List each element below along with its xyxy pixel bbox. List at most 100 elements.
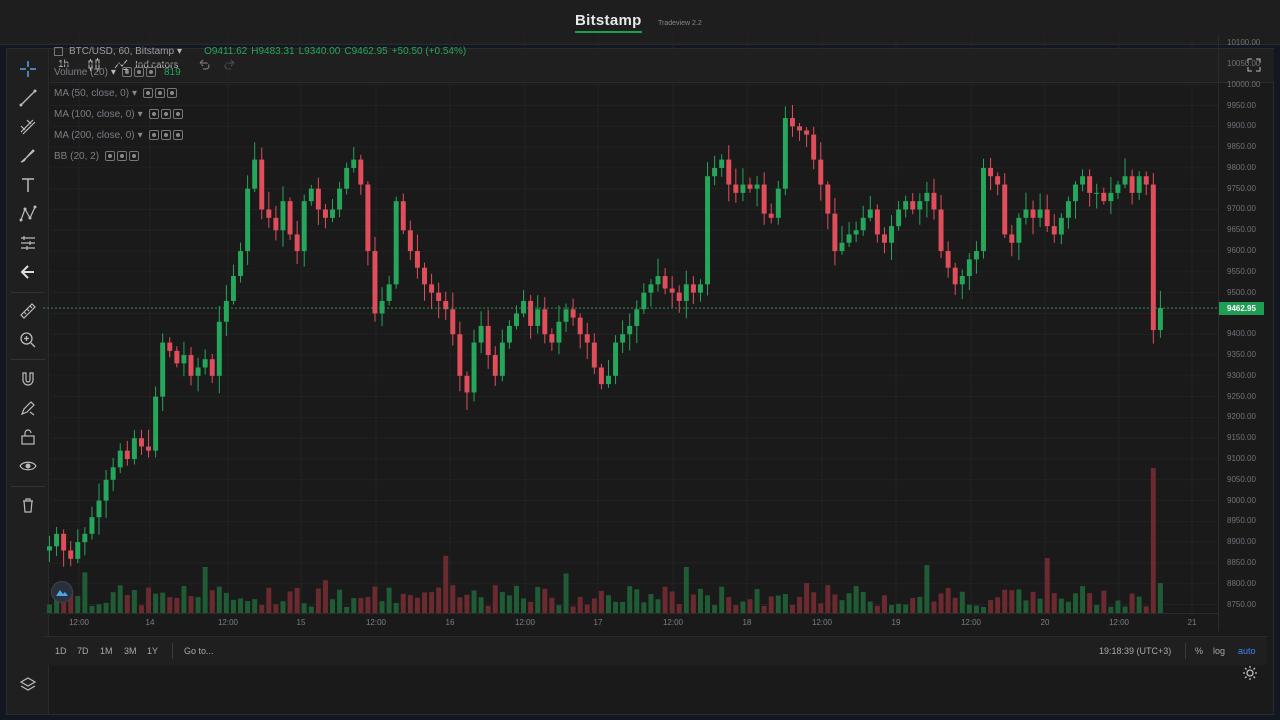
settings-icon[interactable]: [105, 151, 116, 161]
candle-body: [330, 209, 335, 218]
volume-bar: [528, 601, 534, 613]
close-icon[interactable]: [172, 130, 183, 140]
volume-bar: [690, 594, 696, 613]
range-7d-button[interactable]: 7D: [77, 646, 89, 656]
layers-icon[interactable]: [16, 673, 40, 697]
candle-body: [1087, 176, 1093, 193]
fullscreen-icon[interactable]: [1246, 57, 1262, 73]
visibility-icon[interactable]: [133, 67, 144, 77]
price-tick: 9100.00: [1227, 453, 1256, 463]
legend-ma50-row[interactable]: MA (50, close, 0) ▾: [54, 86, 178, 100]
candle-body: [981, 167, 986, 252]
range-1d-button[interactable]: 1D: [55, 646, 67, 656]
brush-icon[interactable]: [16, 144, 40, 168]
candle-body: [1016, 217, 1022, 243]
legend-ma100-row[interactable]: MA (100, close, 0) ▾: [54, 107, 183, 121]
chevron-down-icon[interactable]: ▾: [137, 108, 143, 120]
pattern-icon[interactable]: [16, 202, 40, 226]
chevron-down-icon[interactable]: ▾: [110, 66, 116, 78]
volume-bar: [245, 601, 251, 613]
visibility-icon[interactable]: [117, 151, 128, 161]
candle-body: [131, 438, 137, 459]
zoom-in-icon[interactable]: [16, 328, 40, 352]
gear-icon[interactable]: [1241, 664, 1259, 682]
candle-body: [648, 284, 654, 293]
price-chart[interactable]: [43, 34, 1218, 613]
volume-bar: [839, 600, 845, 613]
candle-body: [627, 325, 633, 335]
interval-button[interactable]: 1h: [58, 59, 70, 70]
candle-body: [966, 259, 972, 277]
percent-toggle[interactable]: %: [1195, 646, 1204, 656]
candle-body: [202, 359, 208, 368]
close-icon[interactable]: [129, 151, 140, 161]
candle-body: [973, 251, 979, 260]
range-1m-button[interactable]: 1M: [100, 646, 113, 656]
goto-button[interactable]: Go to...: [184, 646, 214, 656]
range-1y-button[interactable]: 1Y: [147, 646, 159, 656]
candle-body: [54, 533, 60, 547]
back-arrow-icon[interactable]: [16, 260, 40, 284]
volume-bar: [103, 602, 109, 613]
candle-body: [839, 242, 845, 252]
price-tick: 9600.00: [1227, 246, 1256, 256]
settings-icon[interactable]: [148, 130, 159, 140]
candle-body: [697, 284, 703, 293]
candle-body: [315, 188, 321, 210]
volume-bar: [931, 601, 937, 613]
chevron-down-icon[interactable]: ▾: [137, 129, 143, 141]
auto-toggle[interactable]: auto: [1238, 646, 1256, 656]
log-toggle[interactable]: log: [1213, 646, 1226, 656]
trash-icon[interactable]: [16, 493, 40, 517]
volume-bar: [393, 602, 399, 613]
volume-bar: [188, 596, 194, 613]
volume-bar: [280, 601, 286, 613]
legend-ma200-row[interactable]: MA (200, close, 0) ▾: [54, 128, 183, 142]
range-3m-button[interactable]: 3M: [124, 646, 137, 656]
price-tick: 8900.00: [1227, 537, 1256, 547]
chevron-down-icon[interactable]: ▾: [132, 87, 138, 99]
price-scale[interactable]: 10100.00 10050.00 10000.00 9950.00 9900.00 98…: [1218, 34, 1268, 631]
time-axis[interactable]: 12:00 14 12:00 15 12:00 16 12:00 17 12:00 18 12:00…: [43, 613, 1218, 631]
legend-bb-row[interactable]: BB (20, 2): [54, 149, 140, 163]
volume-bar: [818, 603, 824, 613]
candle-body: [598, 367, 604, 385]
tradingview-logo-icon[interactable]: [51, 581, 73, 603]
stay-drawing-icon[interactable]: [16, 396, 40, 420]
brand-logo[interactable]: Bitstamp: [575, 12, 642, 33]
close-icon[interactable]: [145, 67, 156, 77]
volume-bar: [938, 593, 944, 613]
clock[interactable]: 19:18:39 (UTC+3): [1099, 646, 1172, 656]
visibility-icon[interactable]: [160, 109, 171, 119]
candle-body: [719, 159, 725, 168]
chevron-down-icon[interactable]: ▾: [177, 45, 183, 57]
settings-icon[interactable]: [121, 67, 132, 77]
forecast-icon[interactable]: [16, 231, 40, 255]
settings-icon[interactable]: [148, 109, 159, 119]
price-tick: 9650.00: [1227, 225, 1256, 235]
collapse-icon[interactable]: [54, 46, 63, 56]
text-tool-icon[interactable]: [16, 173, 40, 197]
close-icon[interactable]: [172, 109, 183, 119]
trend-line-icon[interactable]: [16, 86, 40, 110]
price-tick: 10050.00: [1227, 58, 1261, 68]
close-icon[interactable]: [167, 88, 178, 98]
crosshair-icon[interactable]: [16, 57, 40, 81]
volume-bar: [506, 595, 512, 613]
settings-icon[interactable]: [143, 88, 154, 98]
candle-body: [478, 325, 484, 343]
candle-body: [726, 159, 732, 185]
fib-tool-icon[interactable]: [16, 115, 40, 139]
lock-icon[interactable]: [16, 425, 40, 449]
legend-change: +50.50 (+0.54%): [391, 45, 467, 57]
chart-type-icon[interactable]: [86, 57, 102, 73]
legend-volume-row[interactable]: Volume (20) ▾ 819: [54, 65, 181, 79]
magnet-icon[interactable]: [16, 367, 40, 391]
ruler-icon[interactable]: [16, 299, 40, 323]
candle-body: [252, 159, 258, 189]
visibility-icon[interactable]: [160, 130, 171, 140]
legend-symbol[interactable]: BTC/USD, 60, Bitstamp: [69, 45, 175, 57]
visibility-icon[interactable]: [155, 88, 166, 98]
eye-icon[interactable]: [16, 454, 40, 478]
candle-body: [613, 342, 619, 376]
